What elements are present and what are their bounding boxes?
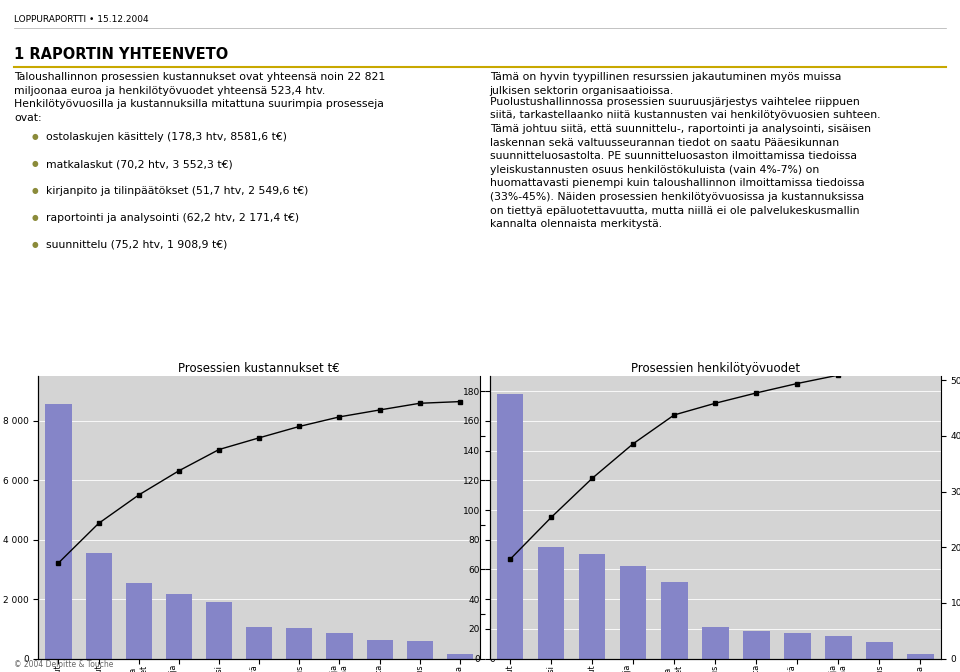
Text: raportointi ja analysointi (62,2 htv, 2 171,4 t€): raportointi ja analysointi (62,2 htv, 2 … (46, 213, 300, 223)
Bar (45, 404, 71, 659)
Bar (702, 628, 729, 659)
Bar (784, 633, 810, 659)
Bar (85, 553, 111, 659)
Bar (206, 602, 232, 659)
Bar (743, 631, 770, 659)
Text: Tämä on hyvin tyypillinen resurssien jakautuminen myös muissa
julkisen sektorin : Tämä on hyvin tyypillinen resurssien jak… (490, 72, 841, 95)
Text: ●: ● (32, 186, 38, 195)
Bar (907, 654, 934, 659)
Text: 1 RAPORTIN YHTEENVETO: 1 RAPORTIN YHTEENVETO (14, 47, 228, 62)
Bar (579, 554, 606, 659)
Text: ●: ● (32, 240, 38, 249)
Bar (620, 566, 646, 659)
Bar (866, 642, 893, 659)
Text: kirjanpito ja tilinpäätökset (51,7 htv, 2 549,6 t€): kirjanpito ja tilinpäätökset (51,7 htv, … (46, 186, 308, 196)
Text: Puolustushallinnossa prosessien suuruusjärjestys vaihtelee riippuen
siitä, tarka: Puolustushallinnossa prosessien suuruusj… (490, 97, 880, 229)
Title: Prosessien henkilötyövuodet: Prosessien henkilötyövuodet (631, 362, 800, 375)
Bar (496, 394, 523, 659)
Text: Taloushallinnon prosessien kustannukset ovat yhteensä noin 22 821
miljoonaa euro: Taloushallinnon prosessien kustannukset … (14, 72, 386, 123)
Bar (538, 547, 564, 659)
Bar (660, 582, 687, 659)
Bar (825, 636, 852, 659)
Text: ●: ● (32, 159, 38, 168)
Title: Prosessien kustannukset t€: Prosessien kustannukset t€ (179, 362, 340, 375)
Bar (407, 640, 433, 659)
Bar (286, 628, 312, 659)
Text: © 2004 Deloitte & Touche: © 2004 Deloitte & Touche (14, 660, 114, 669)
Bar (126, 583, 152, 659)
Bar (446, 654, 473, 659)
Text: suunnittelu (75,2 htv, 1 908,9 t€): suunnittelu (75,2 htv, 1 908,9 t€) (46, 240, 228, 250)
Text: matkalaskut (70,2 htv, 3 552,3 t€): matkalaskut (70,2 htv, 3 552,3 t€) (46, 159, 233, 169)
Bar (326, 633, 352, 659)
Text: ●: ● (32, 132, 38, 141)
Text: ●: ● (32, 213, 38, 222)
Bar (166, 594, 192, 659)
Bar (367, 640, 393, 659)
Bar (246, 628, 273, 659)
Text: ostolaskujen käsittely (178,3 htv, 8581,6 t€): ostolaskujen käsittely (178,3 htv, 8581,… (46, 132, 287, 142)
Text: LOPPURAPORTTI • 15.12.2004: LOPPURAPORTTI • 15.12.2004 (14, 15, 149, 24)
